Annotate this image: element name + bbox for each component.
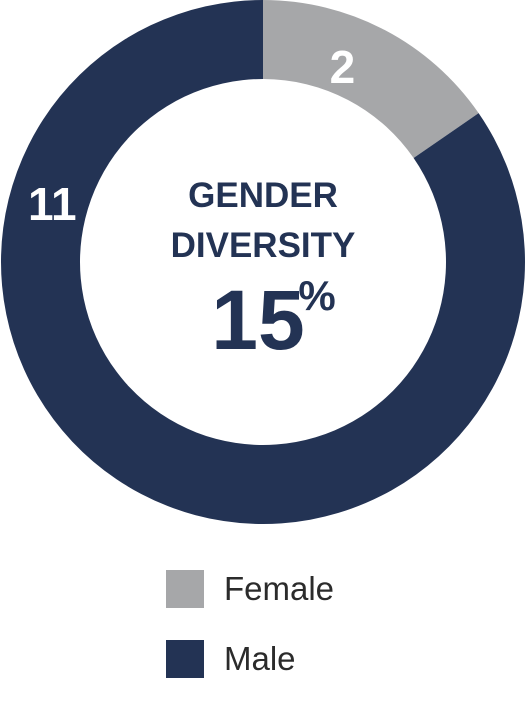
legend-item-male: Male <box>166 638 334 680</box>
slice-value-label-female: 2 <box>330 41 356 93</box>
slice-value-label-male: 11 <box>28 178 77 230</box>
center-title-line1: GENDER <box>188 176 338 215</box>
center-percentage-value: 15 <box>211 273 304 367</box>
legend-swatch-female <box>166 570 204 608</box>
donut-slice-labels: 2 11 <box>28 41 355 230</box>
donut-chart-svg: 2 11 GENDER DIVERSITY 15 % <box>0 0 525 524</box>
donut-slice-female <box>263 0 479 159</box>
center-percentage-unit: % <box>298 272 335 319</box>
center-title-line2: DIVERSITY <box>171 226 356 265</box>
legend-swatch-male <box>166 640 204 678</box>
donut-chart: 2 11 GENDER DIVERSITY 15 % Female Male <box>0 0 525 678</box>
donut-slices <box>0 0 525 524</box>
legend-label-male: Male <box>224 640 296 677</box>
donut-slice-male <box>0 0 525 524</box>
legend-item-female: Female <box>166 568 334 610</box>
chart-legend: Female Male <box>166 568 334 708</box>
legend-label-female: Female <box>224 570 335 607</box>
